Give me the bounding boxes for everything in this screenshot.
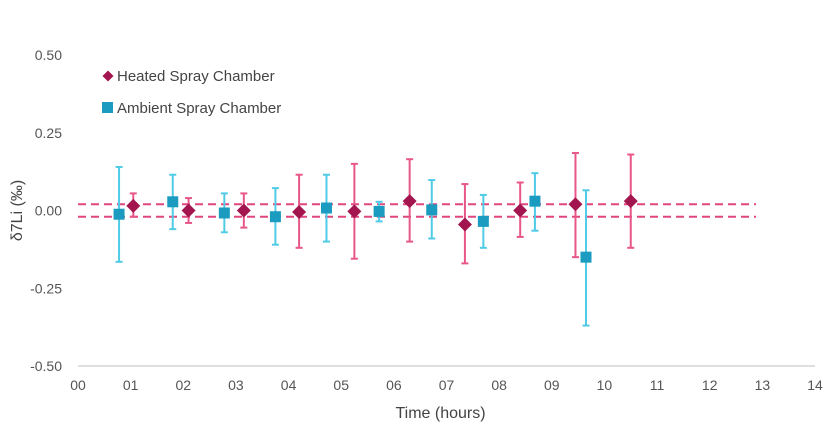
x-tick-label: 10 (597, 377, 613, 393)
data-point-heated (181, 203, 196, 218)
x-tick-label: 14 (807, 377, 823, 393)
x-tick-label: 05 (333, 377, 349, 393)
y-tick-label: -0.25 (30, 280, 62, 296)
data-point-heated (126, 198, 141, 213)
legend: Heated Spray Chamber Ambient Spray Chamb… (102, 68, 281, 117)
x-tick-label: 09 (544, 377, 560, 393)
data-point-ambient (218, 207, 230, 219)
data-point-ambient (113, 208, 125, 220)
y-tick-label: -0.50 (30, 358, 62, 374)
data-point-ambient (529, 195, 541, 207)
x-tick-label: 01 (123, 377, 139, 393)
legend-marker-heated (102, 70, 114, 82)
y-tick-label: 0.50 (35, 47, 62, 63)
x-tick-label: 00 (70, 377, 86, 393)
y-axis-title: δ7Li (‰) (9, 180, 26, 241)
x-tick-label: 07 (439, 377, 455, 393)
legend-marker-ambient (102, 102, 113, 113)
data-point-ambient (580, 251, 592, 263)
data-point-ambient (320, 202, 332, 214)
legend-label-ambient: Ambient Spray Chamber (117, 100, 281, 117)
data-point-heated (292, 205, 307, 220)
x-tick-label: 02 (175, 377, 191, 393)
data-point-heated (457, 217, 472, 232)
reference-lines (78, 203, 756, 218)
data-point-heated (347, 204, 362, 219)
x-tick-label: 06 (386, 377, 402, 393)
y-tick-label: 0.25 (35, 125, 62, 141)
x-axis-title: Time (hours) (395, 405, 485, 422)
x-tick-label: 11 (650, 377, 665, 393)
x-tick-label: 12 (702, 377, 718, 393)
x-tick-label: 08 (491, 377, 507, 393)
y-tick-labels: 0.50 0.25 0.00 -0.25 -0.50 (30, 47, 62, 374)
data-point-ambient (167, 196, 179, 208)
error-bars (115, 151, 635, 327)
legend-label-heated: Heated Spray Chamber (117, 68, 275, 85)
data-point-heated (402, 194, 417, 209)
x-tick-labels: 00 01 02 03 04 05 06 07 08 09 10 11 12 13 14 (70, 377, 823, 393)
data-point-ambient (426, 204, 438, 216)
data-point-heated (513, 203, 528, 218)
x-tick-label: 04 (281, 377, 297, 393)
data-point-ambient (477, 215, 489, 227)
data-point-ambient (269, 211, 281, 223)
data-point-heated (623, 194, 638, 209)
data-point-heated (236, 203, 251, 218)
data-point-ambient (373, 205, 385, 217)
data-markers (113, 194, 638, 263)
x-tick-label: 13 (755, 377, 771, 393)
y-tick-label: 0.00 (35, 203, 62, 219)
data-point-heated (568, 197, 583, 212)
x-tick-label: 03 (228, 377, 244, 393)
